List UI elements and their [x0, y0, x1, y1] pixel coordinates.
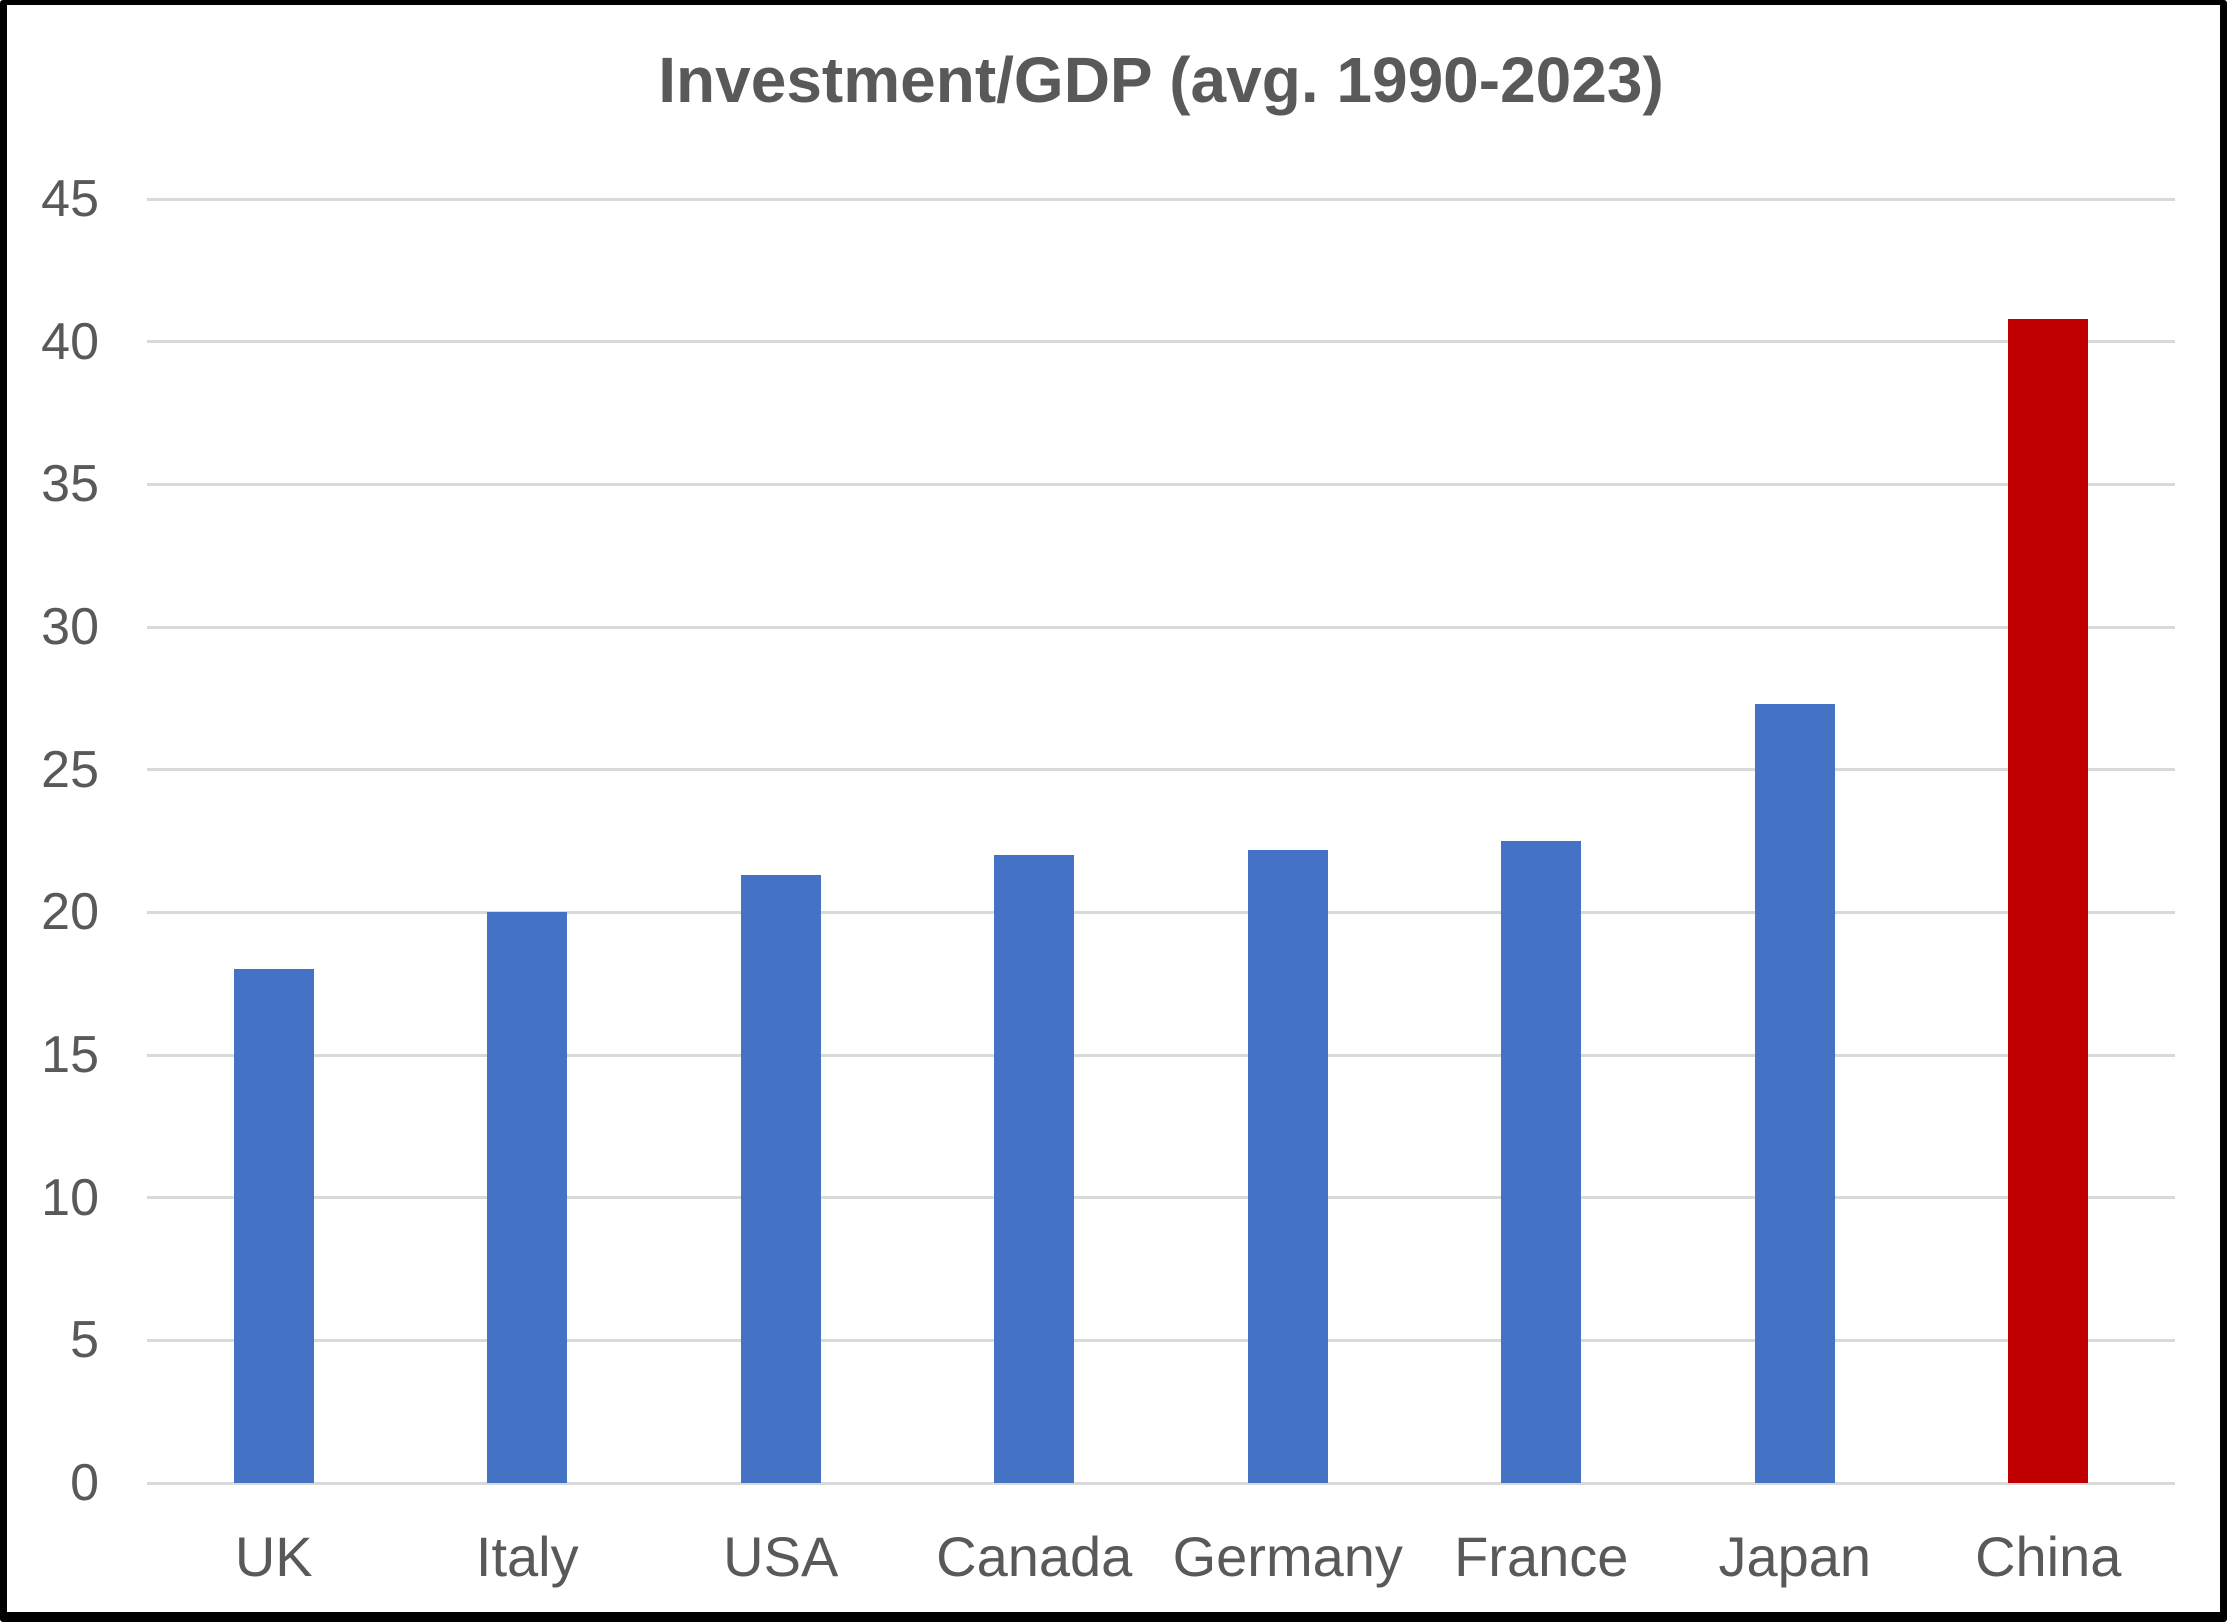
gridline-5 — [147, 1338, 2175, 1342]
gridline-15 — [147, 1053, 2175, 1057]
gridline-45 — [147, 197, 2175, 201]
y-tick-label-45: 45 — [41, 170, 99, 228]
bar-germany — [1247, 849, 1328, 1483]
gridline-30 — [147, 625, 2175, 629]
bar-japan — [1754, 704, 1835, 1483]
gridline-25 — [147, 768, 2175, 772]
x-category-label-germany: Germany — [1172, 1525, 1403, 1588]
y-tick-label-30: 30 — [41, 598, 99, 656]
chart-title: Investment/GDP (avg. 1990-2023) — [658, 44, 1664, 116]
x-category-label-china: China — [1975, 1525, 2122, 1588]
y-tick-label-40: 40 — [41, 312, 99, 371]
y-tick-label-35: 35 — [41, 455, 99, 514]
x-category-label-usa: USA — [723, 1525, 839, 1588]
gridline-20 — [147, 910, 2175, 914]
bar-france — [1501, 841, 1582, 1483]
bar-usa — [740, 875, 821, 1483]
y-tick-label-15: 15 — [41, 1026, 99, 1084]
gridline-40 — [147, 340, 2175, 344]
y-tick-label-10: 10 — [41, 1168, 99, 1227]
x-category-label-uk: UK — [234, 1525, 313, 1588]
x-category-label-canada: Canada — [936, 1525, 1133, 1588]
y-tick-label-5: 5 — [70, 1311, 99, 1370]
gridline-10 — [147, 1196, 2175, 1200]
gridline-0 — [147, 1481, 2175, 1485]
bar-uk — [233, 969, 314, 1483]
x-category-label-france: France — [1454, 1525, 1629, 1588]
x-category-label-italy: Italy — [475, 1525, 579, 1588]
bar-canada — [994, 855, 1075, 1483]
y-tick-label-25: 25 — [41, 740, 99, 799]
y-tick-label-20: 20 — [41, 883, 99, 942]
bar-china — [2008, 318, 2089, 1483]
y-tick-label-0: 0 — [70, 1454, 99, 1512]
x-category-label-japan: Japan — [1718, 1525, 1872, 1588]
bar-italy — [487, 912, 568, 1483]
gridline-35 — [147, 482, 2175, 486]
